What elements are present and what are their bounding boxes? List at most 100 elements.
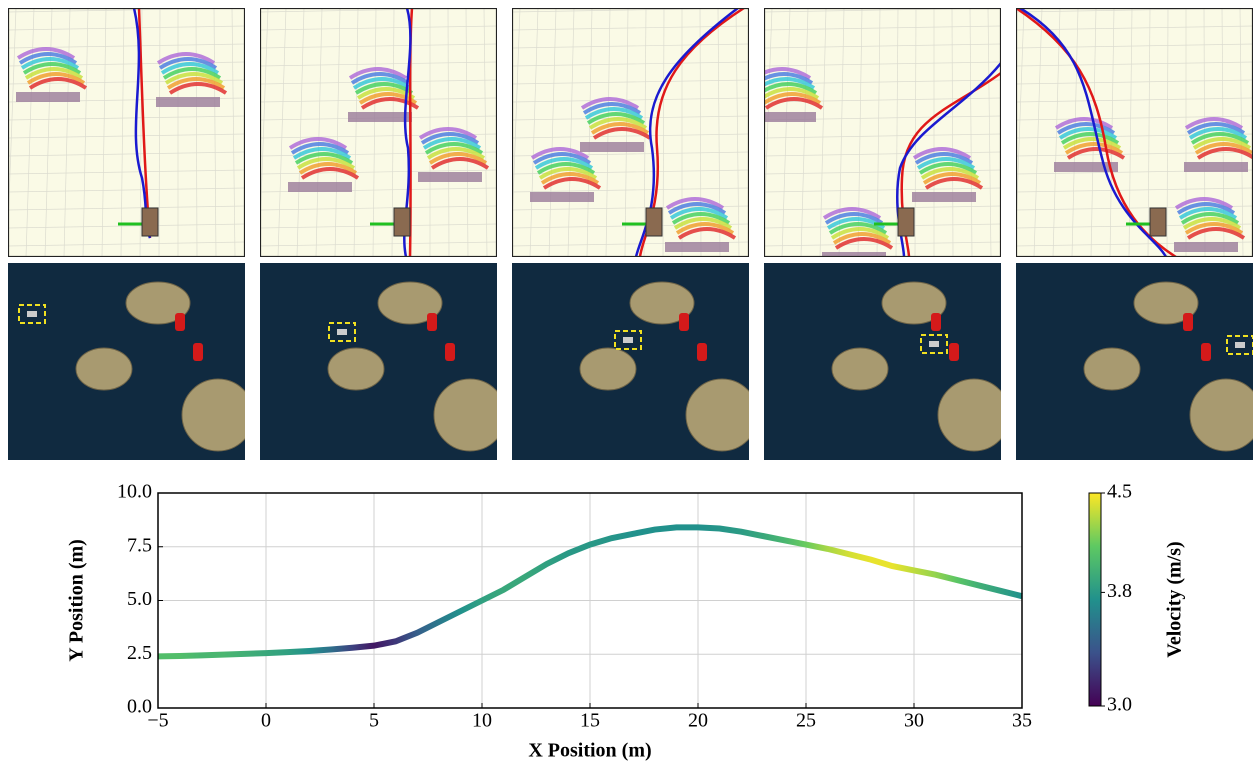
rock [433, 378, 497, 452]
rock [831, 347, 889, 391]
obstacle-layer [1178, 207, 1238, 220]
obstacle-layer [677, 227, 737, 240]
map-grid [260, 79, 497, 85]
map-grid [512, 133, 749, 139]
map-grid [260, 241, 497, 247]
obstacle-layer [542, 177, 602, 190]
obstacle-voxels [1174, 242, 1238, 252]
obstacle-layer [671, 212, 731, 225]
map-grid [624, 8, 629, 257]
y-tick-label: 2.5 [127, 642, 152, 664]
map-grid [1016, 187, 1253, 193]
plot-frame [157, 492, 1023, 709]
obstacle-layer [669, 207, 729, 220]
rock [1133, 281, 1199, 325]
obstacle-layer [764, 87, 820, 100]
map-grid [315, 8, 323, 257]
obstacle-layer [352, 77, 412, 90]
map-grid [764, 25, 1001, 31]
x-tick-label: 25 [796, 710, 816, 732]
map-grid [567, 8, 575, 257]
map-grid [512, 97, 749, 103]
robot [645, 207, 663, 237]
obstacle-voxels [665, 242, 729, 252]
obstacle-voxels [1054, 162, 1118, 172]
map-grid [260, 205, 497, 211]
obstacle-layer [540, 172, 600, 185]
map-grid [1016, 25, 1253, 31]
obstacle-layer [673, 217, 733, 230]
actual-path [1019, 8, 1168, 257]
map-panel [260, 8, 506, 257]
map-grid [8, 223, 245, 229]
map-grid [8, 241, 245, 247]
map-grid [353, 8, 359, 257]
map-grid [764, 187, 1001, 193]
obstacle-layer [1184, 117, 1244, 130]
map-grid [391, 8, 395, 257]
obstacle-voxels [348, 112, 412, 122]
map-grid [372, 8, 377, 257]
obstacle-layer [162, 67, 222, 80]
x-axis-label: X Position (m) [528, 740, 651, 762]
obstacle-layer [158, 57, 218, 70]
obstacle-layer [1194, 142, 1253, 155]
map-grid [969, 8, 973, 257]
obstacle-layer [422, 137, 482, 150]
rock [685, 378, 749, 452]
rock [125, 281, 191, 325]
obstacle-layer [582, 102, 642, 115]
map-grid [8, 187, 245, 193]
colorbar-tick-label: 4.5 [1107, 481, 1132, 503]
x-tick-label: 10 [472, 710, 492, 732]
obstacle-layer [584, 107, 644, 120]
obstacle-layer [1058, 127, 1118, 140]
buoy [679, 313, 689, 331]
buoy [1183, 313, 1193, 331]
map-grid [512, 61, 749, 67]
obstacle-layer [832, 232, 892, 245]
map-grid [1033, 8, 1043, 257]
obstacle-layer [420, 132, 480, 145]
y-tick-label: 0.0 [127, 696, 152, 718]
rock [937, 378, 1001, 452]
map-grid [502, 8, 506, 257]
obstacle-layer [530, 147, 590, 160]
map-grid [63, 8, 71, 257]
obstacle-layer [922, 172, 982, 185]
obstacle-layer [764, 72, 814, 85]
y-tick-label: 7.5 [127, 534, 152, 556]
obstacle-layer [1186, 122, 1246, 135]
map-grid [781, 8, 791, 257]
rock [579, 347, 637, 391]
trajectory [157, 524, 1023, 660]
buoy [697, 343, 707, 361]
map-grid [987, 8, 992, 257]
x-tick-label: 30 [904, 710, 924, 732]
sim-panel [260, 263, 497, 460]
boat [1235, 342, 1245, 348]
boat-highlight [18, 304, 46, 324]
y-tick-label: 5.0 [127, 588, 152, 610]
obstacle-layer [1180, 212, 1240, 225]
boat-highlight [328, 322, 356, 342]
map-grid [8, 205, 245, 211]
obstacle-layer [1190, 132, 1250, 145]
robot [1149, 207, 1167, 237]
boat [929, 341, 939, 347]
map-panel [512, 8, 749, 257]
obstacle-layer [822, 207, 882, 220]
obstacle-layer [918, 162, 978, 175]
obstacle-layer [418, 127, 478, 140]
x-tick-label: 20 [688, 710, 708, 732]
map-panel [764, 8, 1001, 257]
map-grid [277, 8, 287, 257]
map-grid [764, 61, 1001, 67]
obstacle-layer [538, 167, 598, 180]
rock [181, 378, 245, 452]
obstacle-layer [536, 162, 596, 175]
map-grid [8, 115, 245, 121]
map-grid [1016, 115, 1253, 121]
boat [337, 329, 347, 335]
